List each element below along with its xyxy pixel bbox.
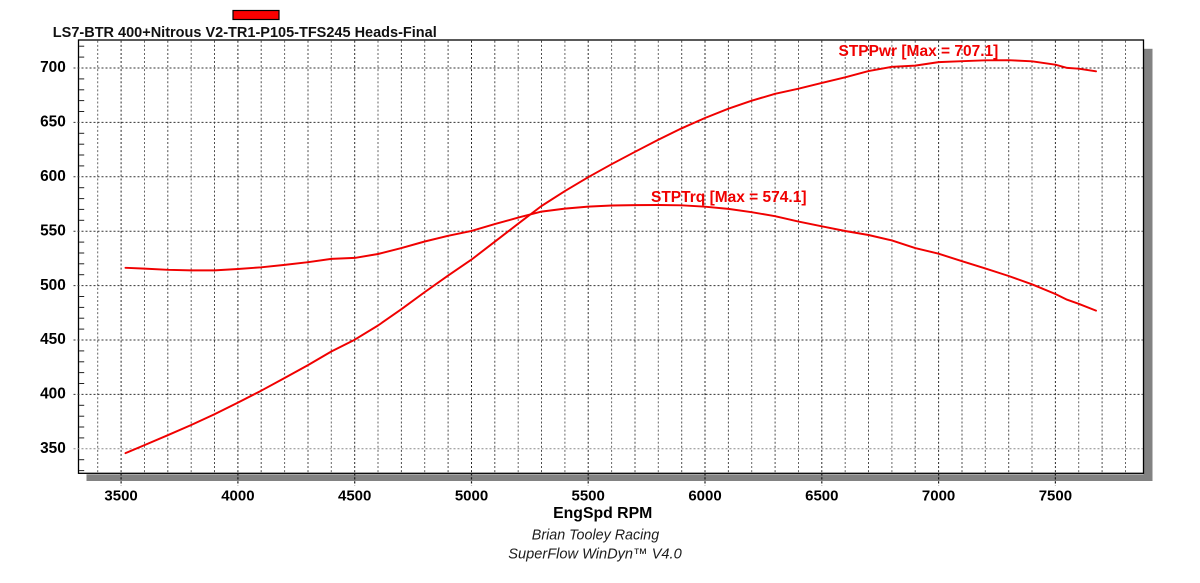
svg-text:4500: 4500 bbox=[338, 488, 371, 505]
svg-text:500: 500 bbox=[40, 277, 66, 294]
svg-text:EngSpd RPM: EngSpd RPM bbox=[553, 505, 652, 522]
svg-text:Brian Tooley Racing: Brian Tooley Racing bbox=[532, 528, 659, 544]
svg-text:350: 350 bbox=[40, 440, 66, 457]
svg-text:550: 550 bbox=[40, 222, 66, 239]
svg-text:4000: 4000 bbox=[221, 488, 254, 505]
svg-text:LS7-BTR 400+Nitrous V2-TR1-P10: LS7-BTR 400+Nitrous V2-TR1-P105-TFS245 H… bbox=[53, 25, 437, 41]
svg-text:7500: 7500 bbox=[1039, 488, 1072, 505]
svg-text:6500: 6500 bbox=[805, 488, 838, 505]
svg-text:5500: 5500 bbox=[572, 488, 605, 505]
svg-text:STPTrq [Max = 574.1]: STPTrq [Max = 574.1] bbox=[651, 189, 807, 206]
svg-text:700: 700 bbox=[40, 59, 66, 76]
svg-text:6000: 6000 bbox=[688, 488, 721, 505]
svg-text:SuperFlow WinDyn™ V4.0: SuperFlow WinDyn™ V4.0 bbox=[508, 547, 681, 563]
svg-text:450: 450 bbox=[40, 331, 66, 348]
svg-text:3500: 3500 bbox=[104, 488, 137, 505]
svg-text:7000: 7000 bbox=[922, 488, 955, 505]
svg-text:650: 650 bbox=[40, 114, 66, 131]
svg-text:5000: 5000 bbox=[455, 488, 488, 505]
svg-text:400: 400 bbox=[40, 386, 66, 403]
svg-text:600: 600 bbox=[40, 168, 66, 185]
svg-text:STPPwr [Max = 707.1]: STPPwr [Max = 707.1] bbox=[839, 43, 999, 60]
